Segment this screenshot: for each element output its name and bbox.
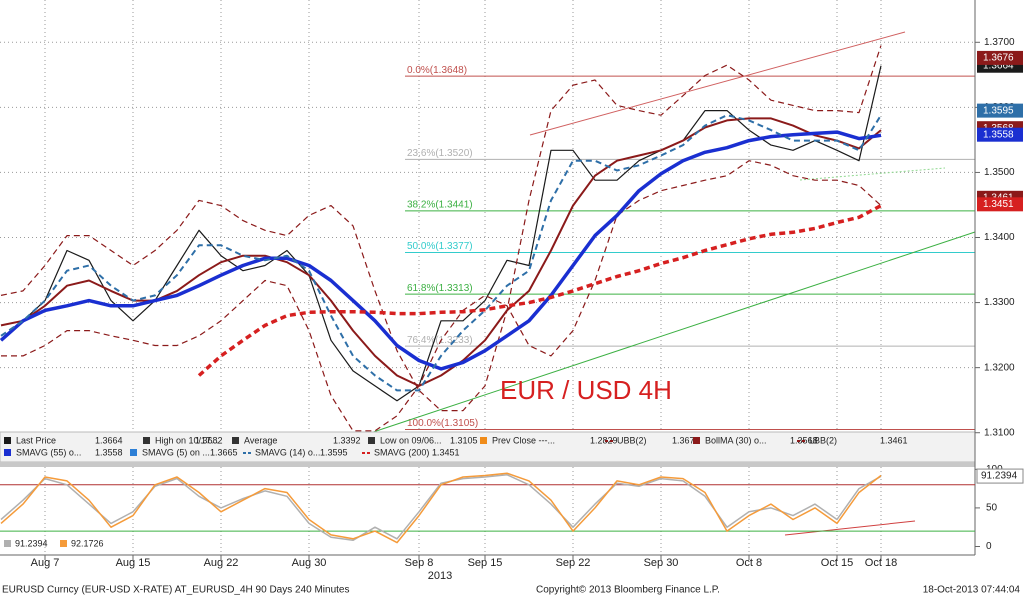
- y-tick-label: 1.3100: [984, 427, 1015, 438]
- legend-value: 1.3595: [320, 447, 348, 457]
- price-tag: [977, 103, 1023, 118]
- legend-value: 1.3451: [432, 447, 460, 457]
- legend-value: 1.2829: [590, 435, 618, 445]
- year-label: 2013: [428, 570, 452, 582]
- price-tag: [977, 50, 1023, 65]
- y-tick-label: 1.3700: [984, 37, 1015, 48]
- y-tick-label: 1.3400: [984, 232, 1015, 243]
- x-tick-label: Sep 15: [468, 557, 503, 569]
- price-tag-label: 1.3451: [983, 199, 1014, 210]
- legend-label: High on 10/17...: [155, 435, 219, 445]
- series-line: [197, 204, 882, 377]
- legend-swatch: [368, 437, 375, 444]
- annotation: EUR / USD 4H: [500, 375, 672, 405]
- legend-value: 1.3676: [672, 435, 700, 445]
- legend-label: LBB(2): [809, 435, 837, 445]
- legend-label: BollMA (30) o...: [705, 435, 767, 445]
- legend-box: [0, 431, 976, 463]
- panel-separator: [0, 462, 975, 467]
- legend-label: SMAVG (5) on ...: [142, 447, 210, 457]
- legend-swatch: [130, 449, 137, 456]
- legend-label: Prev Close ---...: [492, 435, 555, 445]
- x-tick-label: Aug 22: [204, 557, 239, 569]
- x-tick-label: Oct 8: [736, 557, 762, 569]
- legend-value: 1.3105: [450, 435, 478, 445]
- legend-swatch: [4, 540, 11, 547]
- legend-label: Low on 09/06...: [380, 435, 442, 445]
- value-tag-label: 91.2394: [981, 471, 1018, 482]
- legend-label: SMAVG (14) o...: [255, 447, 320, 457]
- footer-center: Copyright© 2013 Bloomberg Finance L.P.: [536, 585, 720, 596]
- legend-label: Average: [244, 435, 277, 445]
- legend-swatch: [60, 540, 67, 547]
- x-tick-label: Aug 30: [292, 557, 327, 569]
- fib-label: 50.0%(1.3377): [407, 241, 473, 252]
- legend-value: 1.3682: [195, 435, 223, 445]
- trend-line: [282, 231, 976, 463]
- x-tick-label: Sep 8: [405, 557, 434, 569]
- price-tag: [977, 197, 1023, 212]
- y-tick-label: 50: [986, 503, 998, 514]
- channel-line: [529, 31, 906, 136]
- x-tick-label: Oct 18: [865, 557, 897, 569]
- fibonacci-layer: 0.0%(1.3648) 23.6%(1.3520) 38.2%(1.3441) 50…: [405, 65, 975, 430]
- value-tag: [976, 468, 1024, 484]
- legend-swatch: [693, 437, 700, 444]
- fib-label: 100.0%(1.3105): [407, 418, 478, 429]
- y-tick-label: 1.3500: [984, 167, 1015, 178]
- footer-right: 18-Oct-2013 07:44:04: [923, 585, 1021, 596]
- x-tick-label: Sep 30: [644, 557, 679, 569]
- legend-value: 1.3664: [95, 435, 123, 445]
- price-tag: [977, 127, 1023, 142]
- legend-swatch: [232, 437, 239, 444]
- y-tick-label: 0: [986, 541, 992, 552]
- footer-left: EURUSD Curncy (EUR-USD X-RATE) AT_EURUSD…: [2, 585, 350, 596]
- legend-swatch: [480, 437, 487, 444]
- price-tag-label: 1.3676: [983, 53, 1014, 64]
- series-line: [0, 472, 882, 544]
- legend-swatch: [4, 437, 11, 444]
- series-line: [0, 130, 882, 371]
- price-tags: 1.36641.36761.35681.34611.35581.35951.34…: [976, 50, 1024, 484]
- series-line: [1, 160, 882, 432]
- legend-label: SMAVG (55) o...: [16, 447, 81, 457]
- x-tick-label: Oct 15: [821, 557, 853, 569]
- x-tick-label: Sep 22: [556, 557, 591, 569]
- y-tick-label: 1.3300: [984, 297, 1015, 308]
- fib-label: 38.2%(1.3441): [407, 199, 473, 210]
- legend-value: 92.1726: [71, 538, 104, 548]
- y-tick-label: 1.3200: [984, 362, 1015, 373]
- price-tag-label: 1.3664: [983, 60, 1014, 71]
- legend-label: SMAVG (200) ...: [374, 447, 439, 457]
- series-line: [0, 114, 882, 392]
- series-layer: [0, 45, 882, 432]
- series-line: [0, 45, 882, 412]
- fib-label: 61.8%(1.3313): [407, 283, 473, 294]
- fib-label: 0.0%(1.3648): [407, 65, 467, 76]
- price-tag-label: 1.3558: [983, 129, 1014, 140]
- legend-value: 1.3558: [95, 447, 123, 457]
- legend-swatch: [143, 437, 150, 444]
- legend-label: UBB(2): [617, 435, 647, 445]
- x-tick-label: Aug 7: [31, 557, 60, 569]
- trend-line: [784, 520, 916, 536]
- legend-value: 1.3665: [210, 447, 238, 457]
- x-tick-label: Aug 15: [116, 557, 151, 569]
- legend-value: 1.3461: [880, 435, 908, 445]
- fib-label: 23.6%(1.3520): [407, 148, 473, 159]
- legend-value: 91.2394: [15, 538, 48, 548]
- trend-line: [799, 167, 946, 181]
- legend: Last Price 1.3664 High on 10/17...1.3682 Av…: [4, 435, 908, 457]
- legend-label: Last Price: [16, 435, 56, 445]
- price-tag-label: 1.3595: [983, 105, 1014, 116]
- legend-swatch: [4, 449, 11, 456]
- legend-value: 1.3392: [333, 435, 361, 445]
- fib-label: 76.4%(1.3233): [407, 335, 473, 346]
